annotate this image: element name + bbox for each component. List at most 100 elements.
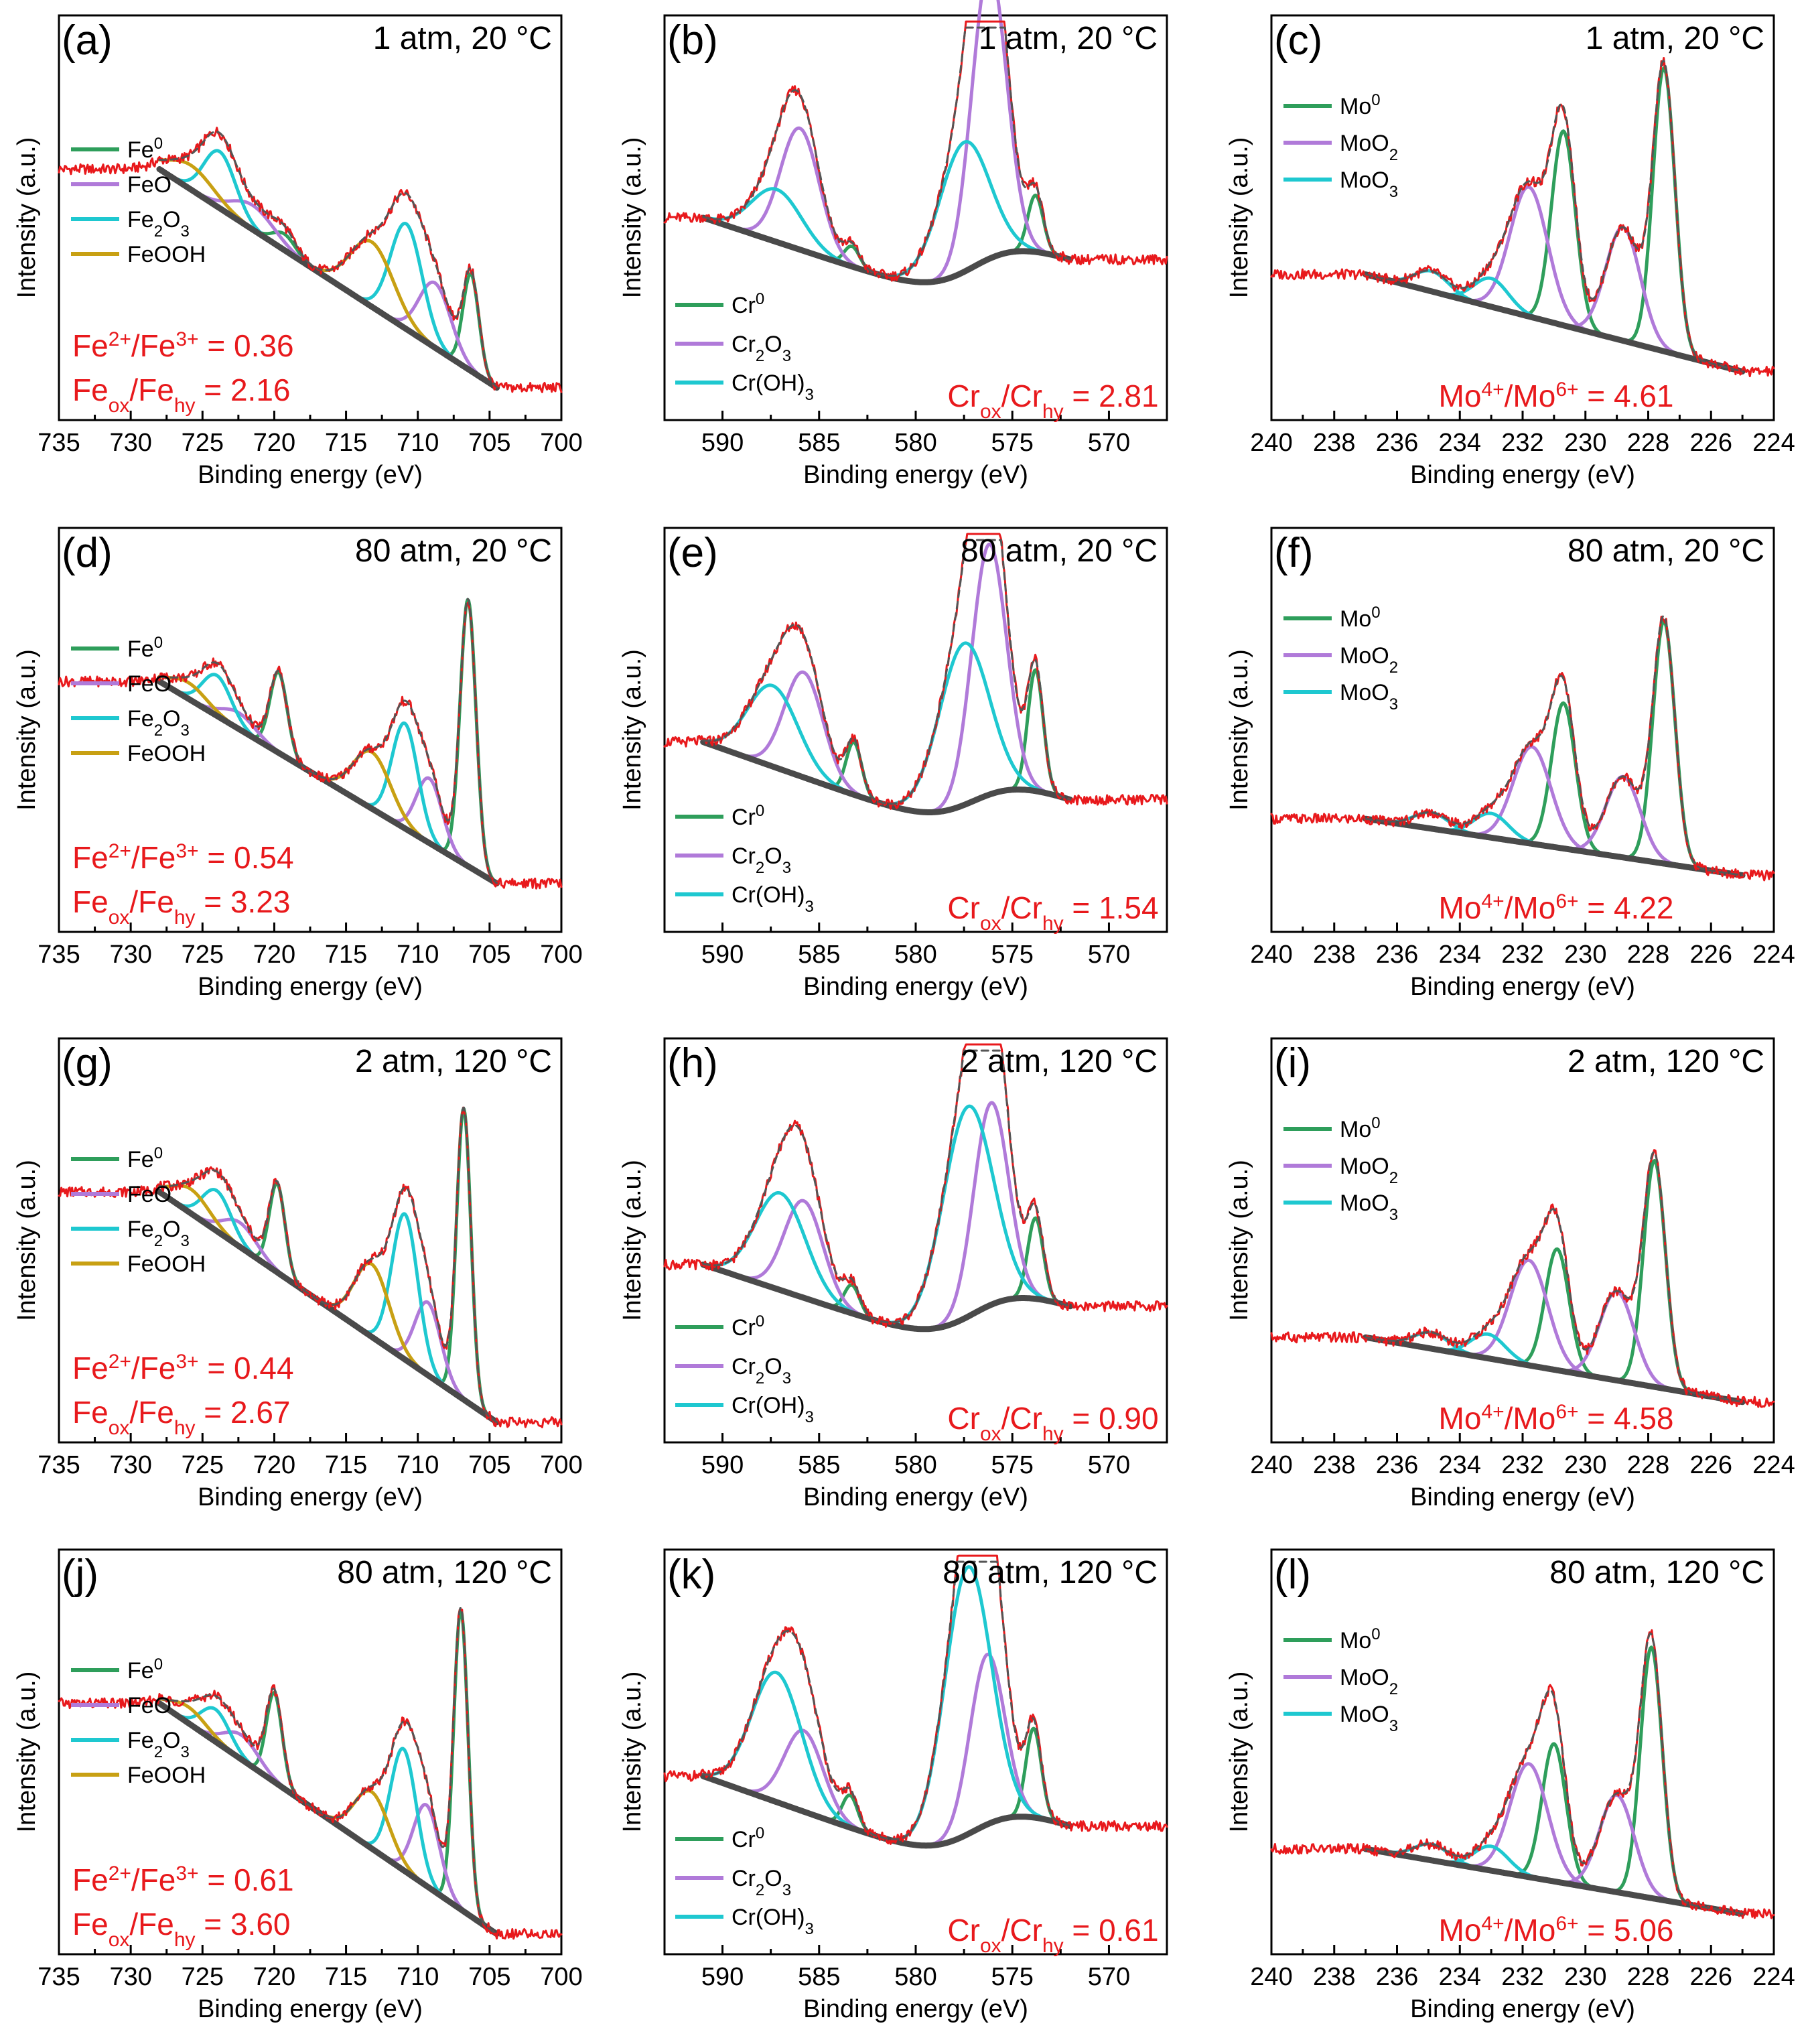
- background-curve: [156, 166, 500, 391]
- x-tick-label: 720: [253, 1451, 295, 1479]
- panel-c: 240 238 236 234 232 230 228 226 224 Binding energ…: [1225, 14, 1795, 489]
- x-axis-label: Binding energy (eV): [1410, 1995, 1635, 2023]
- envelope-curve: [158, 1106, 498, 1424]
- x-axis-label: Binding energy (eV): [198, 461, 423, 489]
- x-tick-label: 228: [1627, 1963, 1669, 1991]
- x-tick-label: 240: [1250, 1451, 1292, 1479]
- y-axis-label: Intensity (a.u.): [13, 649, 41, 811]
- x-tick-label: 236: [1376, 1963, 1418, 1991]
- y-axis-label: Intensity (a.u.): [13, 1672, 41, 1833]
- x-axis-label: Binding energy (eV): [1410, 973, 1635, 1001]
- x-tick-label: 700: [540, 1451, 582, 1479]
- x-axis-label: Binding energy (eV): [1410, 461, 1635, 489]
- x-tick-label: 720: [253, 941, 295, 969]
- panel-a: 735 730 725 720 715 710 705 700 Binding energy (…: [13, 14, 583, 489]
- legend-label: Fe2O3: [127, 1728, 190, 1761]
- x-tick-label: 700: [540, 941, 582, 969]
- x-tick-label: 710: [397, 1451, 439, 1479]
- background-curve: [1363, 1334, 1746, 1406]
- panel-letter: (f): [1274, 530, 1314, 576]
- y-axis-label: Intensity (a.u.): [1225, 649, 1253, 811]
- panel-h: 590 585 580 575 570 Binding energy (eV) Intens…: [618, 1037, 1168, 1511]
- panel-letter: (i): [1274, 1040, 1311, 1087]
- panel-l: 240 238 236 234 232 230 228 226 224 Binding energ…: [1225, 1548, 1795, 2023]
- legend-label: Fe0: [127, 634, 163, 663]
- x-tick-label: 236: [1376, 429, 1418, 457]
- ratio-label: Feox/Fehy = 3.60: [72, 1907, 290, 1951]
- legend-label: Cr0: [732, 1824, 764, 1853]
- legend-label: FeOOH: [127, 741, 206, 766]
- x-tick-label: 590: [701, 941, 744, 969]
- legend-label: FeO: [127, 172, 171, 198]
- x-tick-label: 730: [109, 1451, 151, 1479]
- panel-g: 735 730 725 720 715 710 705 700 Binding energy (…: [13, 1037, 583, 1511]
- x-axis-label: Binding energy (eV): [198, 1995, 423, 2023]
- fit-component-purple: [1364, 185, 1744, 373]
- x-tick-label: 232: [1501, 941, 1543, 969]
- x-tick-label: 735: [38, 941, 80, 969]
- raw-data-curve: [58, 127, 563, 393]
- y-axis-label: Intensity (a.u.): [1225, 137, 1253, 299]
- plot-frame: [663, 1037, 1168, 1444]
- fit-component-green: [1364, 1645, 1744, 1916]
- panel-letter: (e): [667, 530, 718, 576]
- x-tick-label: 224: [1752, 941, 1795, 969]
- fit-component-purple: [1364, 1793, 1744, 1916]
- legend-label: Cr(OH)3: [732, 882, 814, 916]
- envelope-curve: [702, 1049, 1072, 1324]
- condition-label: 1 atm, 20 °C: [979, 21, 1158, 56]
- legend-label: Cr2O3: [732, 843, 791, 877]
- legend-label: Cr2O3: [732, 332, 791, 365]
- x-tick-label: 700: [540, 1963, 582, 1991]
- x-tick-label: 585: [798, 429, 840, 457]
- envelope-curve: [1365, 1632, 1744, 1915]
- ratio-label: Crox/Crhy = 2.81: [947, 379, 1158, 423]
- panel-letter: (j): [62, 1552, 98, 1598]
- raw-data-curve: [1270, 1629, 1775, 1919]
- legend-label: MoO3: [1340, 680, 1398, 713]
- x-tick-label: 230: [1564, 1451, 1606, 1479]
- x-axis-label: Binding energy (eV): [198, 1483, 423, 1511]
- legend-label: MoO3: [1340, 1702, 1398, 1735]
- panel-letter: (a): [62, 17, 113, 64]
- x-tick-label: 228: [1627, 1451, 1669, 1479]
- x-tick-label: 585: [798, 1963, 840, 1991]
- ratio-label: Feox/Fehy = 2.16: [72, 372, 290, 417]
- x-tick-label: 240: [1250, 1963, 1292, 1991]
- legend-label: MoO2: [1340, 1665, 1398, 1698]
- x-tick-label: 232: [1501, 1963, 1543, 1991]
- raw-data-curve: [663, 533, 1168, 810]
- y-axis-label: Intensity (a.u.): [1225, 1672, 1253, 1833]
- legend-label: Cr(OH)3: [732, 1905, 814, 1938]
- x-tick-label: 226: [1690, 941, 1732, 969]
- background-curve: [1363, 271, 1746, 374]
- legend-label: FeOOH: [127, 1763, 206, 1788]
- y-axis-label: Intensity (a.u.): [13, 1160, 41, 1321]
- panel-d: 735 730 725 720 715 710 705 700 Binding energy (…: [13, 527, 583, 1001]
- fit-component-purple: [1364, 1762, 1744, 1916]
- x-tick-label: 232: [1501, 429, 1543, 457]
- background-curve: [700, 739, 1074, 815]
- x-tick-label: 226: [1690, 429, 1732, 457]
- ratio-label: Mo4+/Mo6+ = 4.22: [1439, 890, 1674, 926]
- x-tick-label: 238: [1313, 429, 1355, 457]
- x-tick-label: 575: [991, 941, 1034, 969]
- x-tick-label: 725: [182, 941, 224, 969]
- panel-f: 240 238 236 234 232 230 228 226 224 Binding energ…: [1225, 527, 1795, 1001]
- x-tick-label: 735: [38, 429, 80, 457]
- x-tick-label: 236: [1376, 941, 1418, 969]
- x-tick-label: 585: [798, 1451, 840, 1479]
- panel-i: 240 238 236 234 232 230 228 226 224 Binding energ…: [1225, 1037, 1795, 1511]
- envelope-curve: [702, 26, 1072, 277]
- plot-frame: [1270, 1548, 1775, 1956]
- legend-label: MoO3: [1340, 167, 1398, 201]
- ratio-label: Mo4+/Mo6+ = 4.58: [1439, 1401, 1674, 1436]
- x-tick-label: 735: [38, 1963, 80, 1991]
- plot-frame: [663, 1548, 1168, 1956]
- condition-label: 2 atm, 120 °C: [355, 1044, 552, 1079]
- legend-label: Fe2O3: [127, 207, 190, 241]
- y-axis-label: Intensity (a.u.): [1225, 1160, 1253, 1321]
- x-tick-label: 580: [894, 1451, 936, 1479]
- background-curve: [700, 214, 1074, 285]
